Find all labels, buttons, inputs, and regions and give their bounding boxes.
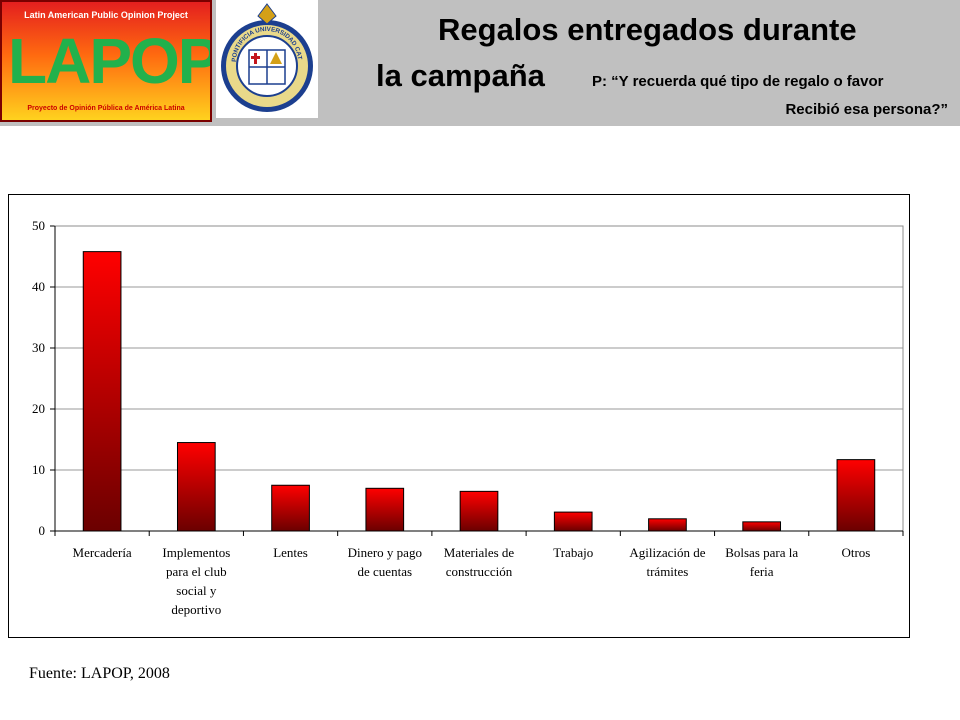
question-line-1: P: “Y recuerda qué tipo de regalo o favo…	[592, 73, 884, 90]
lapop-logo-tagline: Latin American Public Opinion Project	[24, 10, 188, 20]
source-note: Fuente: LAPOP, 2008	[29, 665, 170, 682]
bar	[459, 490, 499, 532]
chart-canvas: 0 10 20 30 40 50 Mercadería Implementos para el …	[32, 218, 904, 617]
question-line-2: Recibió esa persona?”	[785, 101, 948, 118]
bar	[365, 487, 405, 532]
bar	[836, 459, 876, 532]
y-tick-label: 20	[32, 401, 45, 416]
category-label: Agilización de	[629, 545, 705, 560]
category-label: para el club	[166, 564, 227, 579]
category-label: Otros	[841, 545, 870, 560]
y-tick-label: 0	[39, 523, 46, 538]
category-label: feria	[750, 564, 774, 579]
lapop-logo-subtitle: Proyecto de Opinión Pública de América L…	[27, 105, 185, 112]
category-label: Lentes	[273, 545, 308, 560]
y-tick-label: 30	[32, 340, 45, 355]
bar	[648, 518, 687, 532]
title-line-2: la campaña	[376, 58, 545, 93]
lapop-logo: Latin American Public Opinion Project LA…	[0, 0, 212, 122]
bar	[271, 484, 310, 532]
category-label: Mercadería	[73, 545, 132, 560]
title-line-1: Regalos entregados durante	[438, 12, 857, 47]
category-label: Bolsas para la	[725, 545, 798, 560]
y-tick-label: 50	[32, 218, 45, 233]
header-banner: Latin American Public Opinion Project LA…	[0, 0, 960, 126]
university-seal: PONTIFICIA UNIVERSIDAD CATOLICA DE CHILE	[214, 0, 318, 118]
y-tick-label: 10	[32, 462, 45, 477]
category-label: deportivo	[171, 602, 221, 617]
bar	[82, 251, 122, 532]
category-label: Dinero y pago	[348, 545, 422, 560]
bar	[176, 442, 216, 532]
category-label: social y	[176, 583, 217, 598]
bar	[742, 521, 782, 532]
category-label: de cuentas	[358, 564, 413, 579]
category-label: Materiales de	[444, 545, 515, 560]
lapop-logo-word: LAPOP	[8, 25, 212, 97]
bar	[553, 511, 593, 532]
category-label: Implementos	[162, 545, 230, 560]
category-label: construcción	[446, 564, 513, 579]
bar-chart: 0 10 20 30 40 50 Mercadería Implementos para el …	[8, 194, 910, 638]
category-label: Trabajo	[553, 545, 593, 560]
category-label: trámites	[646, 564, 688, 579]
y-tick-label: 40	[32, 279, 45, 294]
